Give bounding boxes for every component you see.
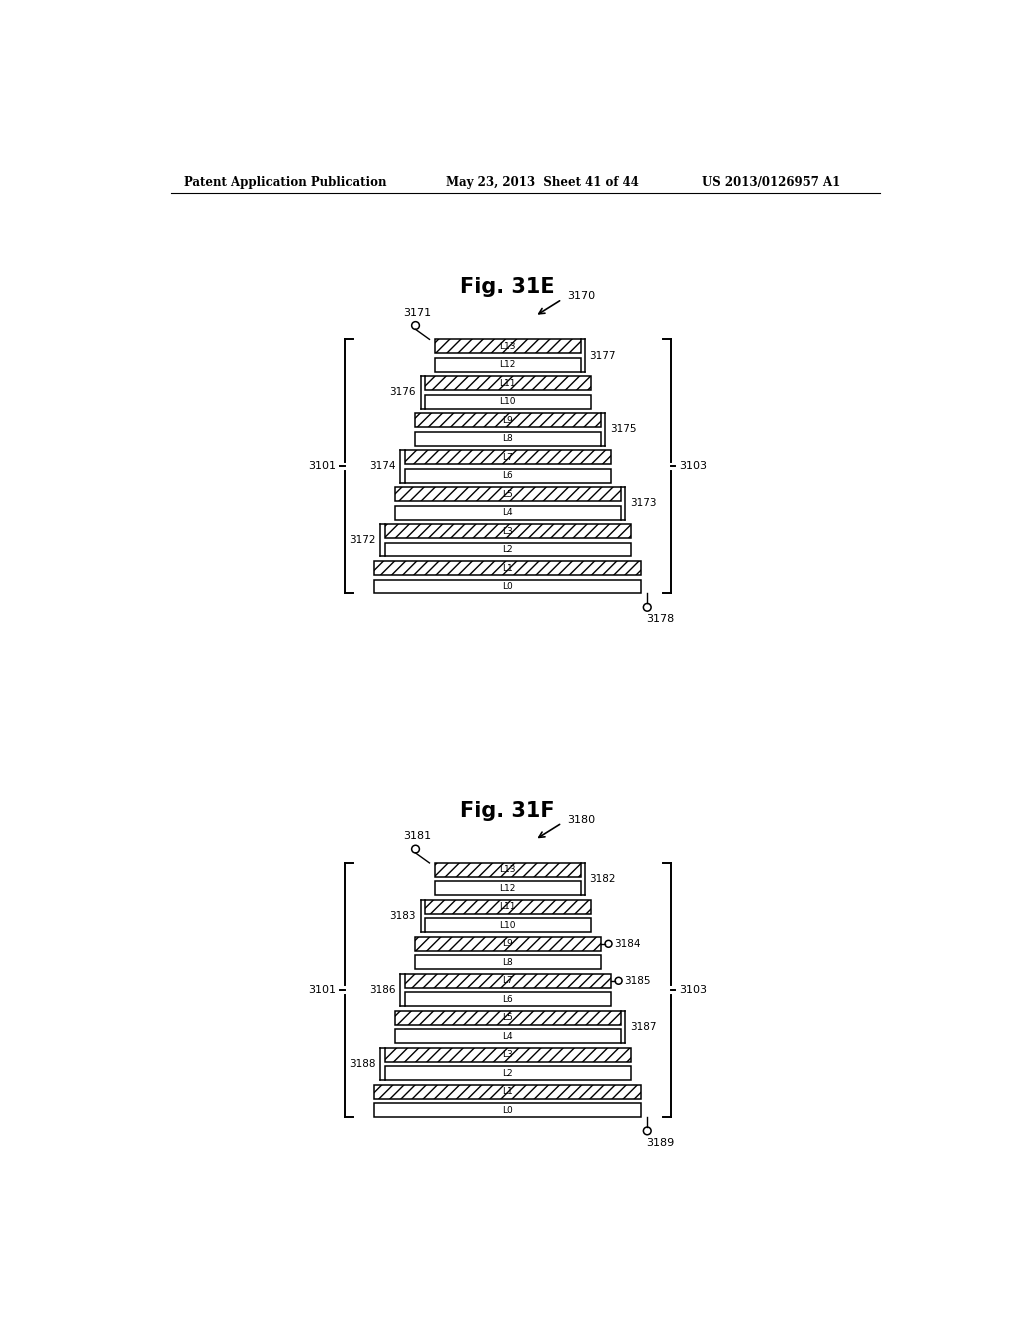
Bar: [425, 376, 591, 391]
Text: L6: L6: [503, 471, 513, 480]
Bar: [394, 1030, 621, 1043]
Text: L4: L4: [503, 508, 513, 517]
Text: L9: L9: [503, 416, 513, 425]
Bar: [404, 993, 611, 1006]
Text: 3181: 3181: [403, 832, 431, 841]
Text: 3180: 3180: [567, 814, 596, 825]
Text: L8: L8: [503, 434, 513, 444]
Bar: [415, 432, 601, 446]
Text: 3101: 3101: [308, 985, 337, 995]
Text: 3103: 3103: [679, 462, 707, 471]
Text: L2: L2: [503, 545, 513, 554]
Bar: [385, 1048, 631, 1061]
Text: L7: L7: [503, 977, 513, 985]
Text: L13: L13: [500, 342, 516, 351]
Bar: [404, 974, 611, 987]
Bar: [425, 900, 591, 913]
Bar: [394, 506, 621, 520]
Text: 3187: 3187: [630, 1022, 656, 1032]
Text: L3: L3: [503, 1051, 513, 1059]
Text: 3185: 3185: [624, 975, 650, 986]
Text: 3189: 3189: [646, 1138, 674, 1148]
Text: 3188: 3188: [349, 1059, 376, 1069]
Text: L7: L7: [503, 453, 513, 462]
Text: L9: L9: [503, 940, 513, 948]
Text: Fig. 31E: Fig. 31E: [461, 277, 555, 297]
Bar: [415, 937, 601, 950]
Text: L12: L12: [500, 360, 516, 370]
Text: L11: L11: [500, 903, 516, 911]
Bar: [394, 1011, 621, 1024]
Text: 3101: 3101: [308, 462, 337, 471]
Text: 3178: 3178: [646, 614, 674, 624]
Text: 3182: 3182: [590, 874, 616, 884]
Text: L13: L13: [500, 866, 516, 874]
Bar: [415, 956, 601, 969]
Text: 3177: 3177: [590, 351, 616, 360]
Text: 3174: 3174: [370, 462, 395, 471]
Bar: [375, 1104, 641, 1117]
Text: L5: L5: [503, 1014, 513, 1022]
Text: L4: L4: [503, 1032, 513, 1040]
Text: L3: L3: [503, 527, 513, 536]
Bar: [375, 561, 641, 576]
Bar: [435, 339, 581, 354]
Text: L1: L1: [503, 1088, 513, 1096]
Bar: [435, 882, 581, 895]
Bar: [385, 1067, 631, 1080]
Bar: [425, 919, 591, 932]
Text: L0: L0: [503, 582, 513, 591]
Text: Patent Application Publication: Patent Application Publication: [183, 176, 386, 189]
Text: US 2013/0126957 A1: US 2013/0126957 A1: [701, 176, 840, 189]
Text: L2: L2: [503, 1069, 513, 1077]
Text: L11: L11: [500, 379, 516, 388]
Text: 3176: 3176: [389, 388, 416, 397]
Text: L12: L12: [500, 884, 516, 892]
Text: 3184: 3184: [614, 939, 640, 949]
Bar: [435, 863, 581, 876]
Text: 3171: 3171: [403, 308, 431, 318]
Text: L5: L5: [503, 490, 513, 499]
Text: L10: L10: [500, 397, 516, 407]
Text: 3173: 3173: [630, 499, 656, 508]
Bar: [394, 487, 621, 502]
Text: May 23, 2013  Sheet 41 of 44: May 23, 2013 Sheet 41 of 44: [445, 176, 639, 189]
Text: 3183: 3183: [389, 911, 416, 921]
Text: L8: L8: [503, 958, 513, 966]
Bar: [425, 395, 591, 409]
Bar: [385, 543, 631, 557]
Text: Fig. 31F: Fig. 31F: [461, 801, 555, 821]
Bar: [375, 1085, 641, 1098]
Text: 3175: 3175: [609, 425, 636, 434]
Text: 3186: 3186: [370, 985, 395, 995]
Bar: [435, 358, 581, 372]
Bar: [375, 579, 641, 594]
Text: L1: L1: [503, 564, 513, 573]
Text: 3172: 3172: [349, 536, 376, 545]
Text: 3103: 3103: [679, 985, 707, 995]
Text: L6: L6: [503, 995, 513, 1003]
Text: L10: L10: [500, 921, 516, 929]
Bar: [404, 450, 611, 465]
Bar: [385, 524, 631, 539]
Bar: [404, 469, 611, 483]
Text: 3170: 3170: [567, 292, 596, 301]
Text: L0: L0: [503, 1106, 513, 1114]
Bar: [415, 413, 601, 428]
